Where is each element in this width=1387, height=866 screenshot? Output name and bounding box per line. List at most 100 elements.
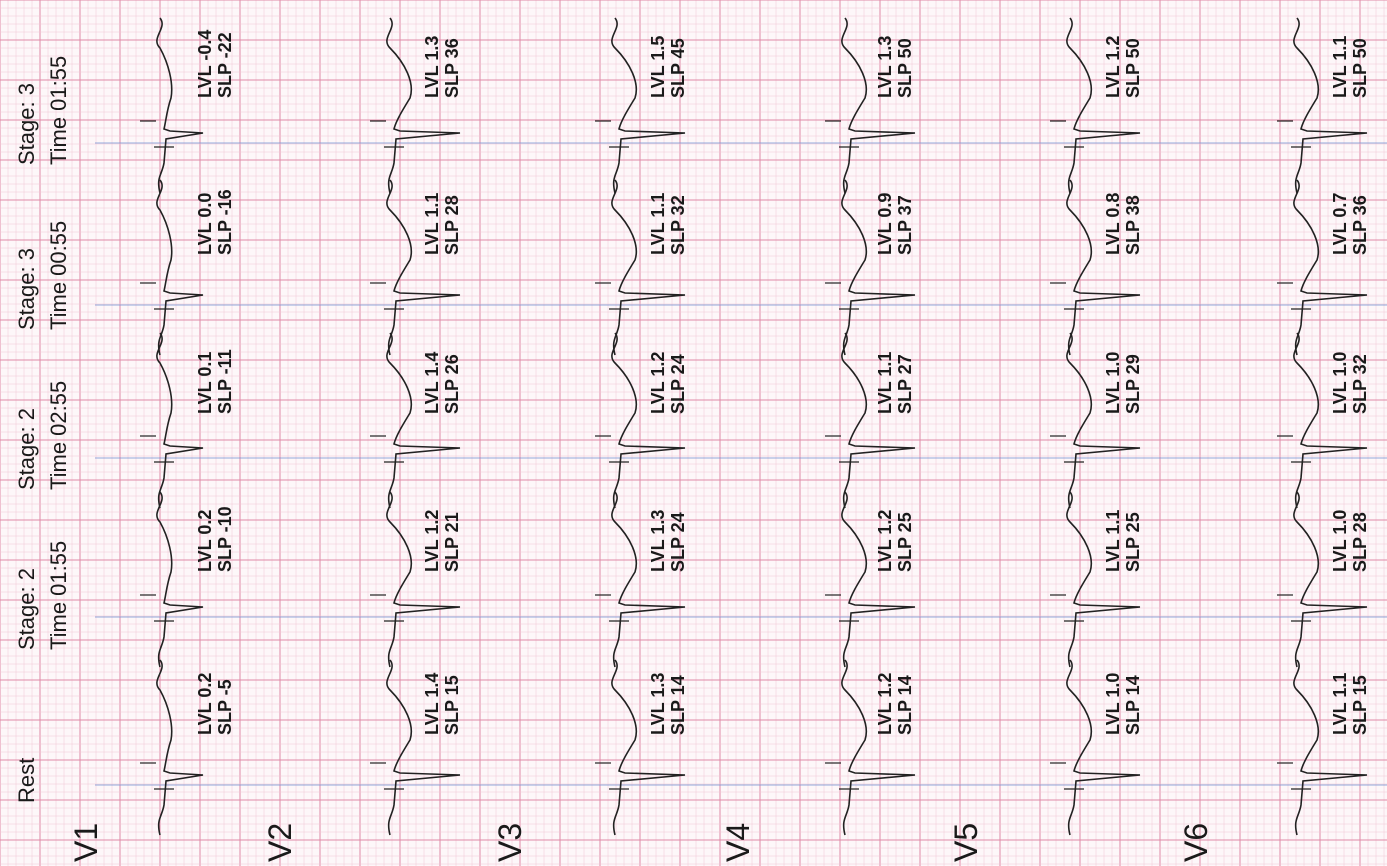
time-label: Time 01:55	[46, 540, 71, 650]
st-measurement: LVL 1.2 SLP 21	[422, 510, 462, 572]
st-slope-value: SLP 14	[1123, 675, 1143, 735]
st-level-value: LVL 1.2	[648, 351, 668, 414]
st-level-value: LVL 1.3	[422, 35, 442, 98]
st-level-value: LVL -0.4	[195, 29, 215, 98]
st-level-value: LVL 1.2	[875, 509, 895, 572]
st-level-value: LVL 1.1	[1330, 35, 1350, 98]
st-level-value: LVL 1.3	[875, 35, 895, 98]
ecg-beat-trace	[1066, 659, 1141, 836]
st-level-value: LVL 1.1	[1330, 672, 1350, 735]
ecg-beat-trace	[841, 17, 916, 194]
st-slope-value: SLP 25	[1123, 512, 1143, 572]
st-slope-value: SLP 50	[895, 38, 915, 98]
st-slope-value: SLP -11	[215, 349, 235, 414]
st-measurement: LVL -0.4 SLP -22	[195, 30, 235, 98]
st-level-value: LVL 1.0	[1103, 351, 1123, 414]
st-slope-value: SLP 50	[1350, 38, 1370, 98]
st-measurement: LVL 0.9 SLP 37	[875, 193, 915, 255]
lead-name-v2: V2	[262, 822, 298, 862]
st-level-value: LVL 0.9	[875, 192, 895, 255]
st-slope-value: SLP 32	[1350, 354, 1370, 414]
st-level-value: LVL 1.3	[648, 672, 668, 735]
ecg-beat-trace	[841, 179, 916, 356]
st-measurement: LVL 0.2 SLP -10	[195, 506, 235, 572]
ecg-beat-trace	[156, 491, 204, 668]
st-level-value: LVL 1.2	[875, 672, 895, 735]
st-measurement: LVL 1.0 SLP 29	[1103, 352, 1143, 414]
ecg-beat-trace	[841, 491, 916, 668]
stage-label: Stage: 3	[14, 83, 39, 165]
lead-name-v4: V4	[720, 822, 756, 862]
st-level-value: LVL 1.4	[422, 672, 442, 735]
st-level-value: LVL 1.1	[648, 192, 668, 255]
st-level-value: LVL 1.0	[1330, 509, 1350, 572]
ecg-beat-trace	[611, 179, 686, 356]
stage-label: Stage: 2	[14, 408, 39, 490]
st-measurement: LVL 1.1 SLP 25	[1103, 510, 1143, 572]
st-level-value: LVL 1.4	[422, 351, 442, 414]
ecg-beat-trace	[386, 179, 461, 356]
st-measurement: LVL 1.1 SLP 50	[1330, 36, 1370, 98]
lead-name-v1: V1	[68, 822, 104, 862]
st-level-value: LVL 0.1	[195, 351, 215, 414]
st-measurement: LVL 1.5 SLP 45	[648, 36, 688, 98]
stage-label: Stage: 3	[14, 248, 39, 330]
st-measurement: LVL 1.2 SLP 50	[1103, 36, 1143, 98]
stage-label: Rest	[14, 757, 39, 803]
st-measurement: LVL 1.1 SLP 28	[422, 193, 462, 255]
st-slope-value: SLP 36	[442, 38, 462, 98]
st-measurement: LVL 0.2 SLP -5	[195, 673, 235, 735]
ecg-beat-trace	[1066, 179, 1141, 356]
lead-name-v6: V6	[1178, 822, 1214, 862]
st-level-value: LVL 1.2	[1103, 35, 1123, 98]
st-slope-value: SLP 15	[442, 675, 462, 735]
st-level-value: LVL 0.0	[195, 192, 215, 255]
st-measurement: LVL 1.2 SLP 24	[648, 352, 688, 414]
ecg-beat-trace	[611, 17, 686, 194]
st-slope-value: SLP -22	[215, 32, 235, 98]
st-measurement: LVL 0.8 SLP 38	[1103, 193, 1143, 255]
st-level-value: LVL 1.1	[422, 192, 442, 255]
lead-name-v3: V3	[492, 822, 528, 862]
st-level-value: LVL 1.0	[1103, 672, 1123, 735]
st-level-value: LVL 0.2	[195, 509, 215, 572]
st-measurement: LVL 1.3 SLP 36	[422, 36, 462, 98]
st-level-value: LVL 0.8	[1103, 192, 1123, 255]
st-slope-value: SLP 25	[895, 512, 915, 572]
time-label: Time 01:55	[46, 55, 71, 165]
st-slope-value: SLP 36	[1350, 195, 1370, 255]
st-measurement: LVL 1.0 SLP 14	[1103, 673, 1143, 735]
ecg-beat-trace	[611, 491, 686, 668]
st-measurement: LVL 1.2 SLP 25	[875, 510, 915, 572]
ecg-beat-trace	[156, 179, 204, 356]
st-slope-value: SLP 28	[442, 195, 462, 255]
st-level-value: LVL 1.0	[1330, 351, 1350, 414]
st-measurement: LVL 1.4 SLP 26	[422, 352, 462, 414]
st-slope-value: SLP 15	[1350, 675, 1370, 735]
st-measurement: LVL 0.1 SLP -11	[195, 349, 235, 414]
st-level-value: LVL 0.2	[195, 672, 215, 735]
st-slope-value: SLP -10	[215, 506, 235, 572]
st-slope-value: SLP 28	[1350, 512, 1370, 572]
ecg-beat-trace	[156, 659, 204, 836]
st-measurement: LVL 1.1 SLP 27	[875, 352, 915, 414]
st-slope-value: SLP 32	[668, 195, 688, 255]
st-measurement: LVL 0.7 SLP 36	[1330, 193, 1370, 255]
st-level-value: LVL 1.1	[1103, 509, 1123, 572]
st-measurement: LVL 1.3 SLP 14	[648, 673, 688, 735]
ecg-beat-trace	[841, 659, 916, 836]
ecg-beat-trace	[1066, 332, 1141, 509]
st-slope-value: SLP 14	[668, 675, 688, 735]
ecg-beat-trace	[1293, 659, 1368, 836]
ecg-beat-trace	[841, 332, 916, 509]
st-slope-value: SLP 14	[895, 675, 915, 735]
st-measurement: LVL 1.2 SLP 14	[875, 673, 915, 735]
st-slope-value: SLP 24	[668, 354, 688, 414]
ecg-beat-trace	[1066, 17, 1141, 194]
ecg-beat-trace	[386, 17, 461, 194]
st-measurement: LVL 1.0 SLP 28	[1330, 510, 1370, 572]
ecg-beat-trace	[611, 332, 686, 509]
st-measurement: LVL 1.4 SLP 15	[422, 673, 462, 735]
st-level-value: LVL 1.1	[875, 351, 895, 414]
st-slope-value: SLP 26	[442, 354, 462, 414]
